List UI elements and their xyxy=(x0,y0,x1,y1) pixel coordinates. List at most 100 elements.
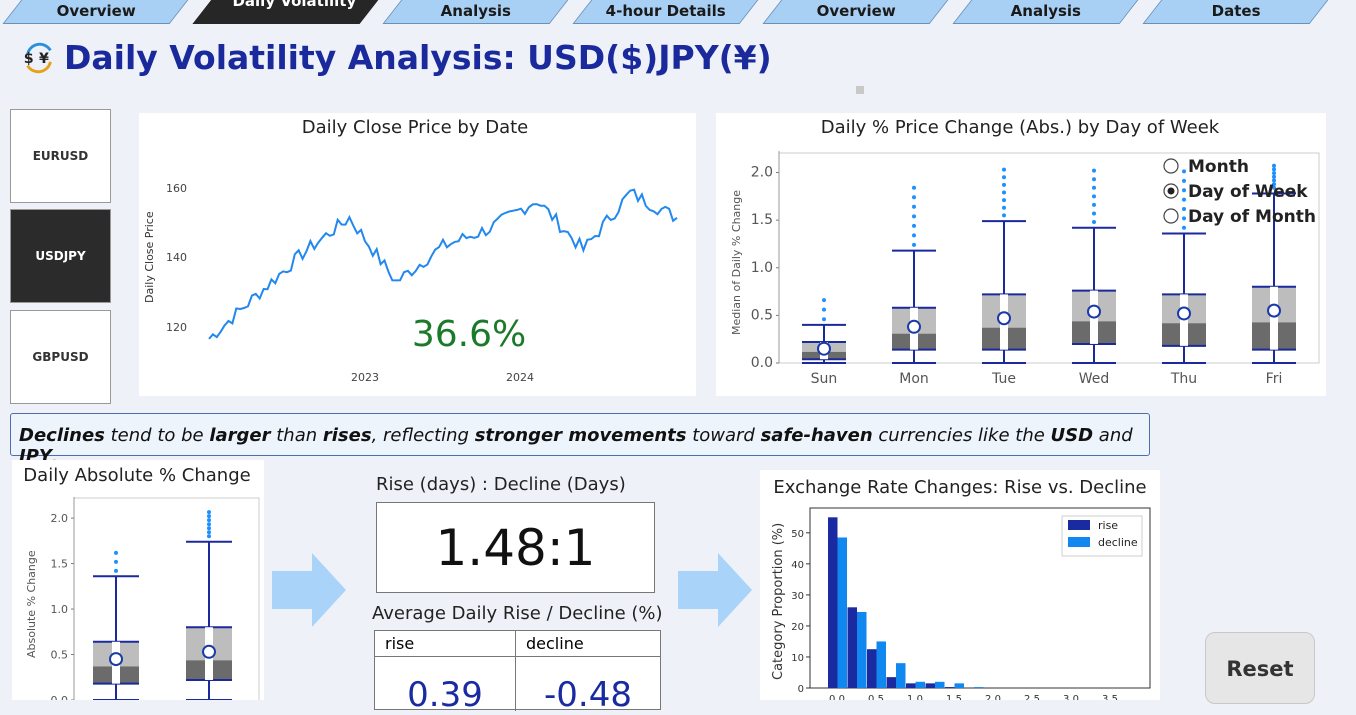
outlier-point xyxy=(1092,185,1096,190)
median-marker xyxy=(997,311,1011,326)
outlier-point xyxy=(1092,194,1096,199)
insight-fragment: stronger movements xyxy=(474,425,687,446)
tab-overview[interactable]: Overview xyxy=(2,0,195,24)
ratio-title: Rise (days) : Decline (Days) xyxy=(376,474,626,495)
x-tick-label: Sun xyxy=(811,371,838,387)
insight-fragment: . xyxy=(51,446,58,467)
outlier-point xyxy=(1002,175,1006,180)
y-tick-label: 1.0 xyxy=(751,260,773,276)
median-marker xyxy=(907,319,921,334)
box-fri[interactable] xyxy=(1252,163,1296,364)
outlier-point xyxy=(1092,211,1096,216)
outlier-point xyxy=(1272,174,1276,179)
radio-label: Day of Week xyxy=(1188,182,1308,202)
tab-4-hour-details[interactable]: 4-hour Details xyxy=(572,0,765,24)
outlier-point xyxy=(912,204,916,209)
outlier-point xyxy=(207,510,211,515)
x-tick-label: 3.5 xyxy=(1102,694,1118,700)
outlier-point xyxy=(207,518,211,523)
ratio-value: 1.48:1 xyxy=(376,502,655,593)
tab-daily-volatility[interactable]: Daily Volatility xyxy=(192,0,385,24)
x-tick-label: 1.5 xyxy=(946,694,962,700)
outlier-point xyxy=(1272,178,1276,183)
box-mon[interactable] xyxy=(892,185,936,364)
reset-button[interactable]: Reset xyxy=(1205,632,1315,704)
outlier-point xyxy=(1002,190,1006,195)
histogram-panel: Exchange Rate Changes: Rise vs. Decline … xyxy=(760,470,1160,705)
insight-banner: Declines tend to be larger than rises, r… xyxy=(10,413,1150,467)
outlier-point xyxy=(822,317,826,322)
box-rise[interactable] xyxy=(93,550,139,701)
box-tue[interactable] xyxy=(982,167,1026,364)
tab-label: Overview xyxy=(56,2,136,20)
outlier-point xyxy=(1092,168,1096,173)
legend-swatch xyxy=(1068,520,1090,530)
outlier-point xyxy=(912,214,916,219)
tab-analysis[interactable]: Analysis xyxy=(952,0,1145,24)
outlier-point xyxy=(1272,182,1276,187)
insight-fragment: , reflecting xyxy=(371,425,475,446)
outlier-point xyxy=(207,514,211,519)
price-series-line xyxy=(208,188,678,340)
box-thu[interactable] xyxy=(1162,169,1206,364)
weekday-chart-panel: Daily % Price Change (Abs.) by Day of We… xyxy=(716,113,1326,396)
median-marker xyxy=(1177,306,1191,321)
box-decline[interactable] xyxy=(186,510,232,701)
radio-option-day-of-week[interactable]: Day of Week xyxy=(1163,182,1308,202)
tab-analysis[interactable]: Analysis xyxy=(382,0,575,24)
chart-title: Daily % Price Change (Abs.) by Day of We… xyxy=(821,117,1220,138)
box-sun[interactable] xyxy=(802,298,846,364)
histogram-bar-rise xyxy=(886,677,896,688)
insight-fragment: Declines xyxy=(19,425,105,446)
outlier-point xyxy=(207,530,211,535)
tab-label: 4-hour Details xyxy=(606,2,727,20)
histogram-bar-decline xyxy=(876,641,886,688)
chart-title: Daily Absolute % Change xyxy=(23,465,250,486)
outlier-point xyxy=(1092,177,1096,182)
outlier-point xyxy=(1002,205,1006,210)
currency-button-eurusd[interactable]: EURUSD xyxy=(10,109,111,203)
y-tick-label: 0.5 xyxy=(751,307,773,323)
x-tick-label: 2023 xyxy=(351,371,379,384)
histogram-legend: rise decline xyxy=(1061,515,1143,557)
drag-handle[interactable] xyxy=(856,86,864,94)
median-marker xyxy=(202,644,216,659)
y-axis-label: Category Proportion (%) xyxy=(771,523,786,680)
x-tick-label: Tue xyxy=(991,371,1016,387)
outlier-point xyxy=(912,233,916,238)
y-tick-label: 2.0 xyxy=(751,165,773,181)
radio-option-month[interactable]: Month xyxy=(1163,157,1249,177)
outlier-point xyxy=(114,568,118,573)
outlier-point xyxy=(114,550,118,555)
x-tick-label: Mon xyxy=(899,371,929,387)
box-wed[interactable] xyxy=(1072,168,1116,364)
x-tick-label: 3.0 xyxy=(1063,694,1079,700)
x-tick-label: Thu xyxy=(1170,371,1197,387)
outlier-point xyxy=(1182,178,1186,183)
radio-label: Day of Month xyxy=(1188,207,1316,227)
insight-fragment: tend to be xyxy=(104,425,210,446)
tab-overview[interactable]: Overview xyxy=(762,0,955,24)
outlier-point xyxy=(1002,213,1006,218)
rise-header: rise xyxy=(375,631,516,657)
y-tick-label: 1.0 xyxy=(51,603,69,616)
outlier-point xyxy=(207,534,211,539)
insight-fragment: USD xyxy=(1050,425,1094,446)
radio-option-day-of-month[interactable]: Day of Month xyxy=(1163,207,1316,227)
y-tick-label: 160 xyxy=(166,182,187,195)
histogram-bar-decline xyxy=(896,663,906,688)
average-table: rise decline 0.39 -0.48 xyxy=(374,630,661,715)
rise-value: 0.39 xyxy=(375,657,516,715)
page-title-text: Daily Volatility Analysis: USD($)JPY(¥) xyxy=(64,38,772,77)
outlier-point xyxy=(1002,182,1006,187)
tab-dates[interactable]: Dates xyxy=(1142,0,1335,24)
currency-button-gbpusd[interactable]: GBPUSD xyxy=(10,310,111,404)
y-tick-label: 1.5 xyxy=(751,212,773,228)
reset-label: Reset xyxy=(1226,657,1294,681)
y-tick-label: 50 xyxy=(791,529,804,540)
radio-circle xyxy=(1163,158,1179,174)
currency-button-usdjpy[interactable]: USDJPY xyxy=(10,209,111,303)
y-tick-label: 2.0 xyxy=(51,512,69,525)
tab-label: Overview xyxy=(816,2,896,20)
y-tick-label: 0.5 xyxy=(51,649,69,662)
